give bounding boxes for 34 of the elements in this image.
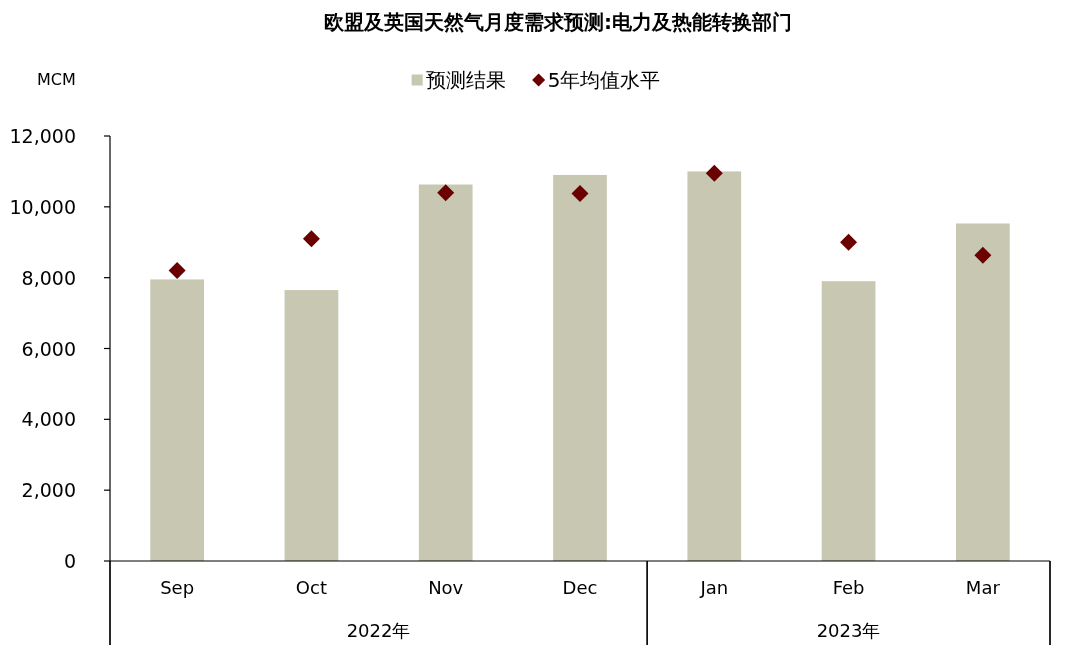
y-tick-label: 6,000: [21, 337, 76, 360]
point: [840, 233, 858, 251]
y-tick-label: 4,000: [21, 408, 76, 431]
x-tick-label: Mar: [965, 576, 1001, 598]
text: 2023年: [816, 619, 881, 641]
bar: [150, 279, 204, 561]
x-tick-label: Feb: [832, 576, 865, 598]
bar: [553, 174, 607, 561]
x-tick-label: Nov: [428, 576, 464, 598]
point: [437, 184, 455, 202]
point: [571, 184, 589, 202]
legend-label: 5年均值水平: [547, 68, 661, 92]
bar: [956, 223, 1010, 561]
y-axis-title: MCM: [37, 69, 76, 89]
point: [168, 262, 186, 280]
y-tick-label: 2,000: [21, 479, 76, 502]
point: [705, 164, 723, 182]
y-tick-label: 10,000: [9, 195, 76, 218]
point: [302, 230, 320, 248]
point: [974, 246, 992, 264]
bar: [418, 184, 473, 561]
x-tick-label: Sep: [160, 576, 195, 598]
legend-label: 预测结果: [425, 68, 506, 92]
y-tick-label: 0: [63, 550, 76, 572]
bar: [821, 281, 876, 561]
bar: [284, 290, 339, 561]
x-tick-label: Oct: [295, 576, 327, 598]
text: 2022年: [346, 619, 411, 641]
x-tick-label: Dec: [562, 576, 598, 598]
x-tick-label: Jan: [699, 576, 729, 598]
y-tick-label: 12,000: [9, 125, 76, 147]
y-tick-label: 8,000: [21, 266, 76, 289]
bar: [687, 171, 742, 561]
chart-title: 欧盟及英国天然气月度需求预测:电力及热能转换部门: [324, 10, 792, 34]
